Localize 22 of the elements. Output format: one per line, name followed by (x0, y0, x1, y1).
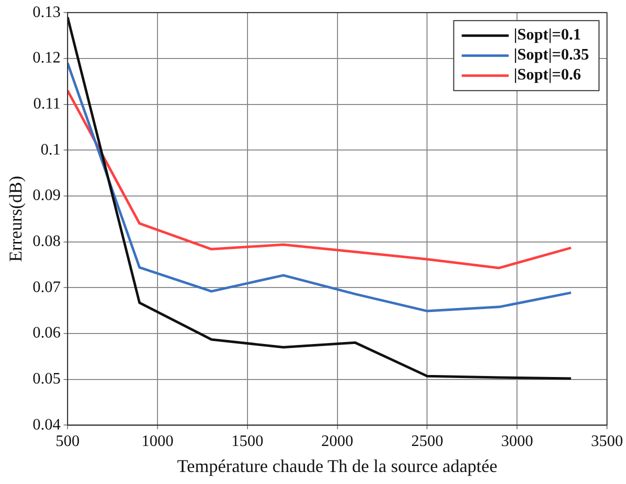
legend-label: |Sopt|=0.35 (514, 46, 590, 64)
x-tick-label: 1500 (231, 433, 264, 450)
y-tick-label: 0.05 (32, 370, 61, 388)
legend-label: |Sopt|=0.1 (514, 26, 582, 44)
x-axis-title: Température chaude Th de la source adaptée (177, 456, 498, 476)
y-tick-label: 0.13 (32, 4, 61, 21)
y-tick-label: 0.1 (40, 141, 61, 158)
x-tick-label: 1000 (142, 433, 174, 450)
y-tick-label: 0.09 (32, 187, 61, 204)
y-tick-label: 0.11 (33, 95, 61, 112)
y-tick-label: 0.12 (32, 50, 61, 67)
x-tick-label: 3500 (591, 433, 623, 450)
y-tick-label: 0.08 (32, 233, 61, 250)
y-tick-label: 0.06 (32, 324, 61, 342)
x-tick-label: 500 (56, 433, 80, 450)
legend-label: |Sopt|=0.6 (514, 66, 582, 84)
x-tick-label: 2000 (321, 433, 354, 450)
y-tick-label: 0.04 (32, 416, 61, 434)
x-tick-label: 2500 (411, 433, 444, 450)
y-axis-title: Erreurs(dB) (6, 176, 26, 262)
y-tick-label: 0.07 (32, 278, 61, 296)
x-tick-label: 3000 (501, 433, 534, 450)
